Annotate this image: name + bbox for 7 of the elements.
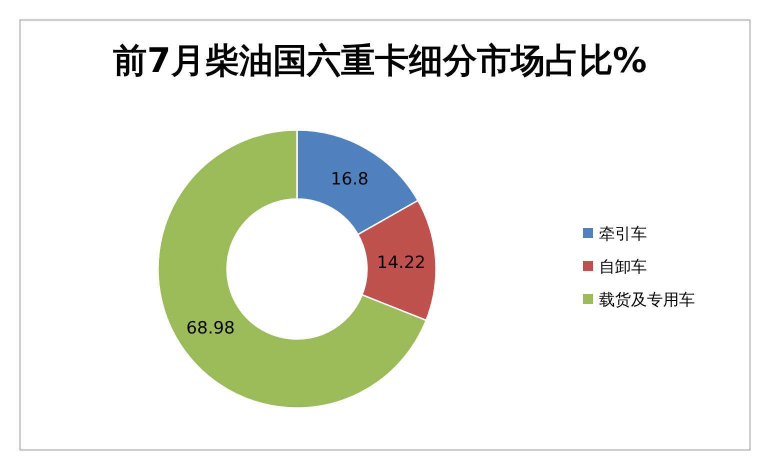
legend-label: 牵引车: [599, 224, 647, 243]
data-label: 68.98: [186, 318, 235, 339]
data-label: 16.8: [330, 170, 369, 190]
legend-label: 自卸车: [599, 257, 647, 276]
data-label: 14.22: [376, 252, 426, 273]
chart-title: 前7月柴油国六重卡细分市场占比%: [113, 41, 647, 81]
legend-label: 载货及专用车: [599, 290, 695, 309]
